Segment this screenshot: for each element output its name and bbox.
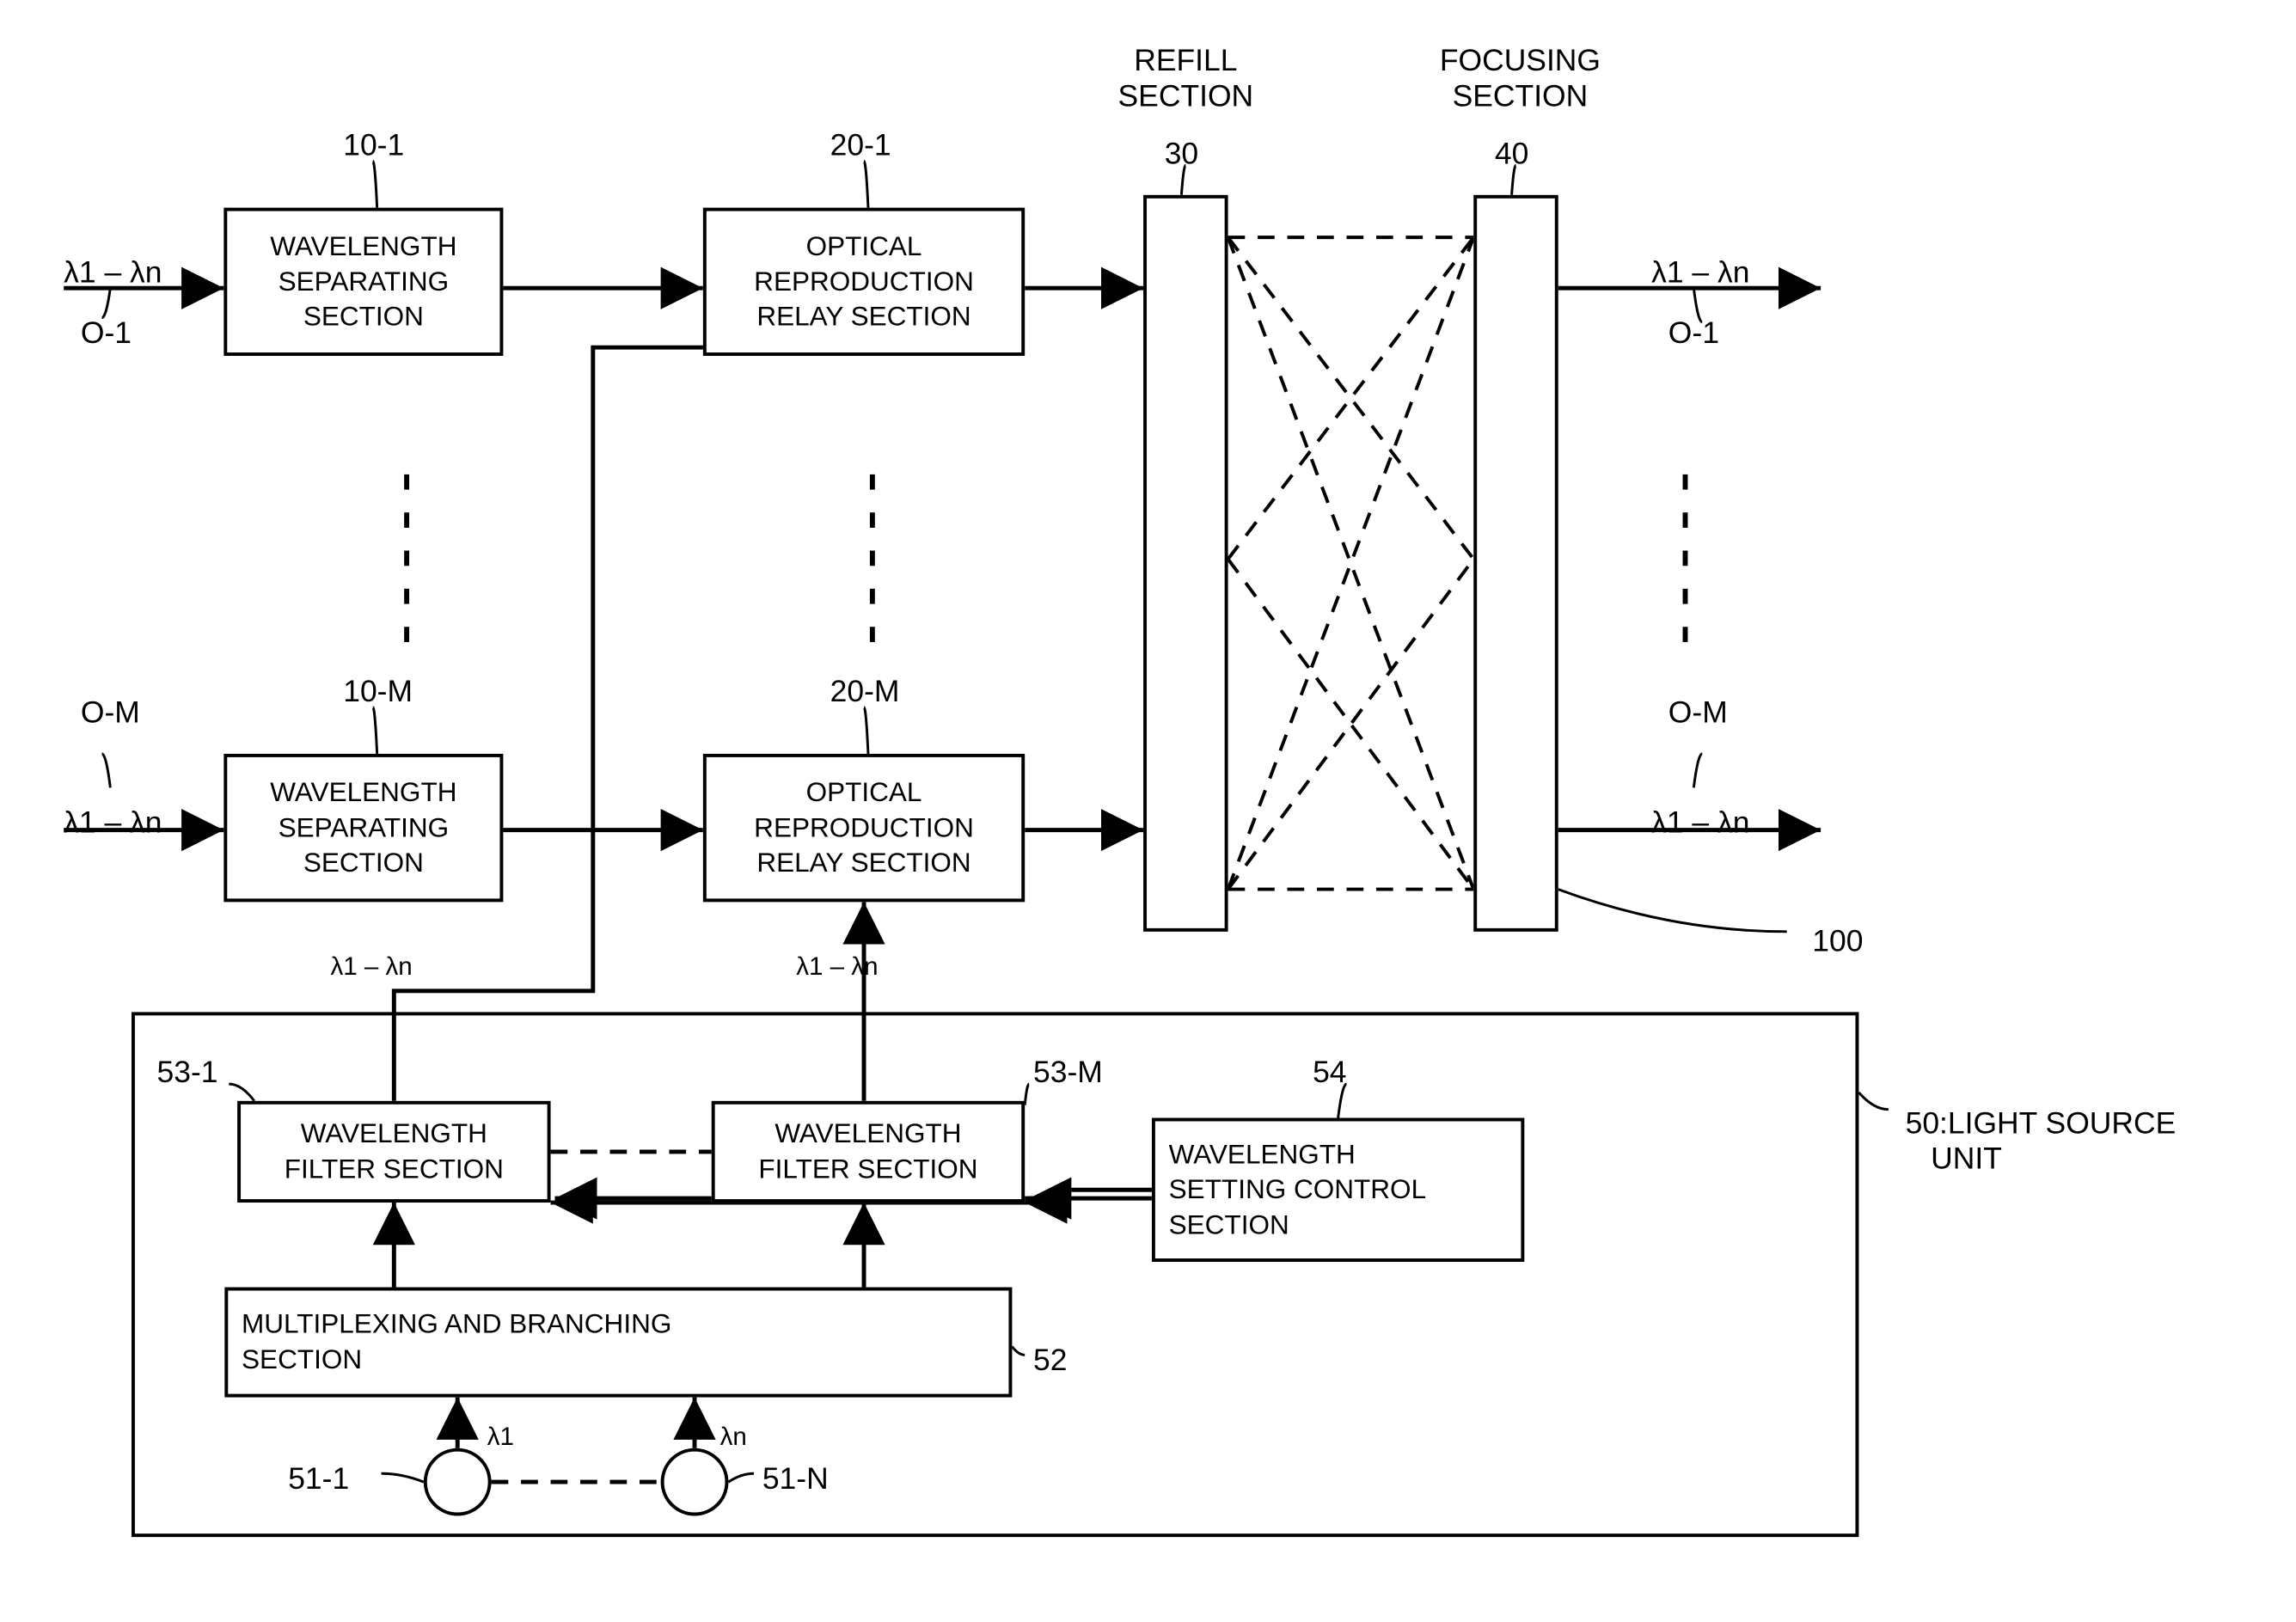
wavelength-separating-m: WAVELENGTHSEPARATINGSECTION	[223, 754, 503, 902]
refill-header: REFILLSECTION	[1118, 43, 1254, 114]
ref-20-m: 20-M	[830, 673, 900, 708]
wsM-text: WAVELENGTHSEPARATINGSECTION	[270, 775, 456, 881]
lambda-srcN: λn	[720, 1423, 747, 1451]
optical-relay-m: OPTICALREPRODUCTIONRELAY SECTION	[703, 754, 1025, 902]
ref-10-1: 10-1	[343, 127, 404, 162]
optical-relay-1: OPTICALREPRODUCTIONRELAY SECTION	[703, 208, 1025, 356]
ref-53-m: 53-M	[1033, 1055, 1103, 1090]
ws1-text: WAVELENGTHSEPARATINGSECTION	[270, 229, 456, 334]
focusing-section	[1473, 195, 1558, 932]
lambda-to-opt1: λ1 – λn	[330, 952, 412, 981]
ref-50: 50:LIGHT SOURCE UNIT	[1906, 1105, 2177, 1177]
wf1-text: WAVELENGTHFILTER SECTION	[285, 1117, 504, 1187]
lambda-src1: λ1	[487, 1423, 514, 1451]
outM-lambda: λ1 – λn	[1651, 805, 1749, 840]
ref-54: 54	[1313, 1055, 1346, 1090]
refill-section	[1143, 195, 1228, 932]
light-source-unit	[132, 1012, 1858, 1537]
outM-o: O-M	[1668, 695, 1728, 730]
lambda-to-optM: λ1 – λn	[796, 952, 878, 981]
ref-30: 30	[1165, 136, 1198, 171]
inM-lambda: λ1 – λn	[64, 805, 162, 840]
diagram-canvas: REFILLSECTION FOCUSINGSECTION WAVELENGTH…	[17, 17, 2279, 1581]
wavelength-separating-1: WAVELENGTHSEPARATINGSECTION	[223, 208, 503, 356]
opt1-text: OPTICALREPRODUCTIONRELAY SECTION	[754, 229, 974, 334]
ref-10-m: 10-M	[343, 673, 413, 708]
wavelength-filter-m: WAVELENGTHFILTER SECTION	[712, 1101, 1025, 1203]
wavelength-setting-control: WAVELENGTHSETTING CONTROLSECTION	[1152, 1118, 1524, 1262]
ref-100: 100	[1812, 923, 1863, 958]
out1-lambda: λ1 – λn	[1651, 254, 1749, 290]
optM-text: OPTICALREPRODUCTIONRELAY SECTION	[754, 775, 974, 881]
multiplexing-branching: MULTIPLEXING AND BRANCHINGSECTION	[224, 1288, 1012, 1398]
ref-51-n: 51-N	[762, 1460, 829, 1496]
ref-51-1: 51-1	[288, 1460, 349, 1496]
ref-40: 40	[1495, 136, 1528, 171]
wfM-text: WAVELENGTHFILTER SECTION	[758, 1117, 977, 1187]
ref-52: 52	[1033, 1343, 1067, 1378]
wset-text: WAVELENGTHSETTING CONTROLSECTION	[1169, 1137, 1426, 1243]
mux-text: MULTIPLEXING AND BRANCHINGSECTION	[242, 1307, 671, 1378]
ref-53-1: 53-1	[157, 1055, 218, 1090]
in1-o: O-1	[81, 315, 132, 351]
source-51-1	[424, 1448, 492, 1516]
focusing-header: FOCUSINGSECTION	[1440, 43, 1601, 114]
ref-20-1: 20-1	[830, 127, 891, 162]
out1-o: O-1	[1668, 315, 1719, 351]
inM-o: O-M	[81, 695, 140, 730]
wavelength-filter-1: WAVELENGTHFILTER SECTION	[237, 1101, 550, 1203]
source-51-n	[661, 1448, 729, 1516]
in1-lambda: λ1 – λn	[64, 254, 162, 290]
